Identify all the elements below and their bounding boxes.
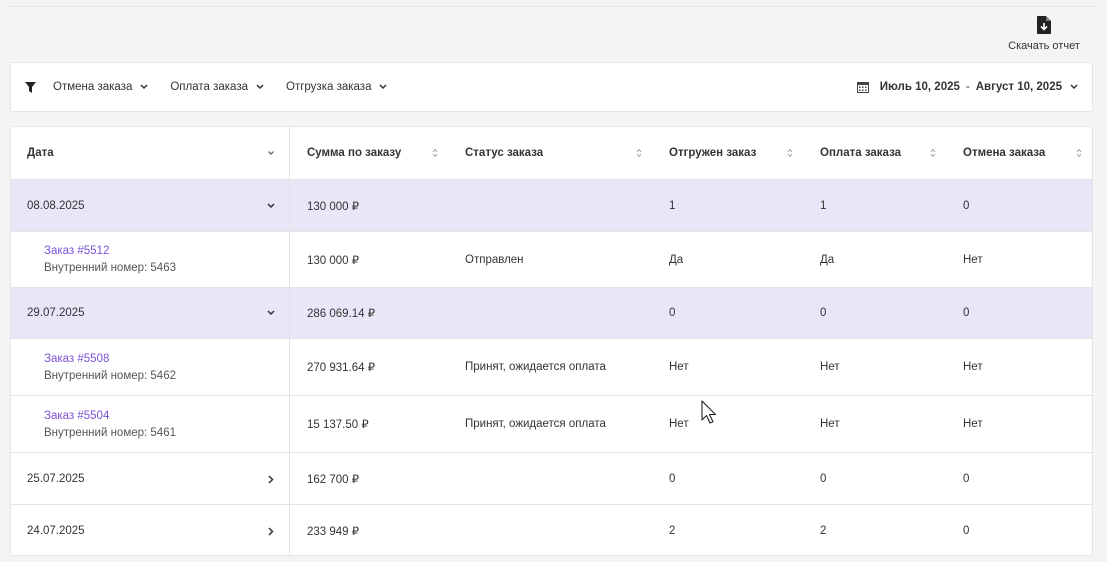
chevron-right-icon[interactable] [268, 474, 274, 484]
group-date: 29.07.2025 [27, 307, 85, 319]
order-row: Заказ #5504 Внутренний номер: 5461 15 13… [11, 396, 1092, 453]
chevron-down-icon [1070, 84, 1078, 90]
sort-icon [432, 148, 438, 158]
date-group-row[interactable]: 08.08.2025 130 000 ₽ 1 1 0 [11, 180, 1092, 232]
sort-icon [787, 148, 793, 158]
mouse-cursor-icon [701, 400, 717, 424]
filter-icon [25, 81, 36, 93]
order-link[interactable]: Заказ #5508 [44, 352, 110, 365]
order-sum: 15 137.50 ₽ [307, 419, 369, 431]
group-status [448, 453, 652, 504]
group-date: 08.08.2025 [27, 199, 85, 212]
sort-icon [1076, 148, 1082, 158]
group-sum: 233 949 ₽ [307, 525, 360, 538]
chevron-down-icon[interactable] [267, 202, 275, 209]
date-range-picker[interactable]: Июль 10, 2025 - Август 10, 2025 [856, 81, 1078, 93]
date-group-row[interactable]: 24.07.2025 233 949 ₽ 2 2 0 [11, 505, 1092, 555]
group-paid: 2 [820, 524, 827, 537]
group-cancelled: 0 [963, 472, 970, 485]
order-sum: 130 000 ₽ [307, 254, 360, 267]
sort-icon [930, 148, 936, 158]
chevron-down-icon [140, 84, 148, 90]
download-report-button[interactable]: Скачать отчет [1004, 16, 1084, 56]
group-cancelled: 0 [963, 524, 970, 537]
group-paid: 0 [820, 472, 827, 485]
group-paid: 1 [820, 199, 827, 212]
date-separator: - [965, 81, 970, 93]
order-row: Заказ #5512 Внутренний номер: 5463 130 0… [11, 232, 1092, 288]
order-cancelled: Нет [963, 418, 983, 430]
order-paid: Да [820, 253, 835, 266]
group-status [448, 288, 652, 338]
group-sum: 130 000 ₽ [307, 200, 360, 213]
order-status: Отправлен [465, 253, 524, 266]
order-link[interactable]: Заказ #5504 [44, 409, 110, 422]
group-cancelled: 0 [963, 307, 970, 319]
chevron-down-icon [256, 84, 264, 90]
order-paid: Нет [820, 361, 840, 373]
order-internal-number: Внутренний номер: 5463 [44, 262, 176, 274]
group-date: 24.07.2025 [27, 524, 85, 537]
order-paid: Нет [820, 418, 840, 430]
top-divider [8, 6, 1099, 7]
date-group-row[interactable]: 29.07.2025 286 069.14 ₽ 0 0 0 [11, 288, 1092, 339]
group-sum: 286 069.14 ₽ [307, 308, 376, 320]
sort-icon [636, 148, 642, 158]
order-link[interactable]: Заказ #5512 [44, 245, 110, 257]
filter-cancel-label: Отмена заказа [53, 81, 133, 93]
order-internal-number: Внутренний номер: 5461 [44, 426, 176, 439]
order-cancelled: Нет [963, 253, 983, 266]
order-status: Принят, ожидается оплата [465, 418, 606, 430]
group-paid: 0 [820, 307, 827, 319]
filter-cancel-dropdown[interactable]: Отмена заказа [53, 81, 148, 93]
chevron-down-icon [268, 151, 274, 155]
group-date: 25.07.2025 [27, 472, 85, 485]
order-shipped: Да [669, 253, 684, 266]
group-sum: 162 700 ₽ [307, 473, 360, 486]
chevron-right-icon[interactable] [268, 526, 274, 536]
filter-shipment-dropdown[interactable]: Отгрузка заказа [286, 81, 387, 93]
date-to: Август 10, 2025 [975, 81, 1062, 93]
table-header: Дата Сумма по заказу Статус заказа Отгру… [11, 127, 1092, 180]
filter-bar: Отмена заказа Оплата заказа Отгрузка зак… [10, 62, 1093, 112]
group-shipped: 1 [669, 199, 676, 212]
group-shipped: 0 [669, 472, 676, 485]
column-header-paid[interactable]: Оплата заказа [803, 127, 946, 179]
orders-table: Дата Сумма по заказу Статус заказа Отгру… [10, 126, 1093, 556]
order-shipped: Нет [669, 361, 689, 373]
filter-shipment-label: Отгрузка заказа [286, 81, 372, 93]
order-row: Заказ #5508 Внутренний номер: 5462 270 9… [11, 339, 1092, 396]
chevron-down-icon[interactable] [267, 310, 275, 316]
order-cancelled: Нет [963, 361, 983, 373]
column-header-shipped[interactable]: Отгружен заказ [652, 127, 803, 179]
order-internal-number: Внутренний номер: 5462 [44, 369, 176, 382]
column-header-status[interactable]: Статус заказа [448, 127, 652, 179]
group-shipped: 0 [669, 307, 676, 319]
column-header-sum[interactable]: Сумма по заказу [290, 127, 448, 179]
filter-payment-dropdown[interactable]: Оплата заказа [170, 81, 264, 93]
group-status [448, 505, 652, 555]
group-shipped: 2 [669, 524, 676, 537]
chevron-down-icon [379, 84, 387, 90]
order-status: Принят, ожидается оплата [465, 361, 606, 373]
download-report-label: Скачать отчет [1008, 40, 1080, 52]
column-header-date[interactable]: Дата [11, 127, 290, 179]
column-header-cancelled[interactable]: Отмена заказа [946, 127, 1092, 179]
calendar-icon [856, 82, 869, 93]
download-file-icon [1037, 16, 1051, 34]
order-sum: 270 931.64 ₽ [307, 362, 376, 374]
group-cancelled: 0 [963, 199, 970, 212]
order-shipped: Нет [669, 418, 689, 430]
filter-payment-label: Оплата заказа [170, 81, 248, 93]
date-group-row[interactable]: 25.07.2025 162 700 ₽ 0 0 0 [11, 453, 1092, 505]
date-from: Июль 10, 2025 [879, 81, 960, 93]
group-status [448, 180, 652, 231]
